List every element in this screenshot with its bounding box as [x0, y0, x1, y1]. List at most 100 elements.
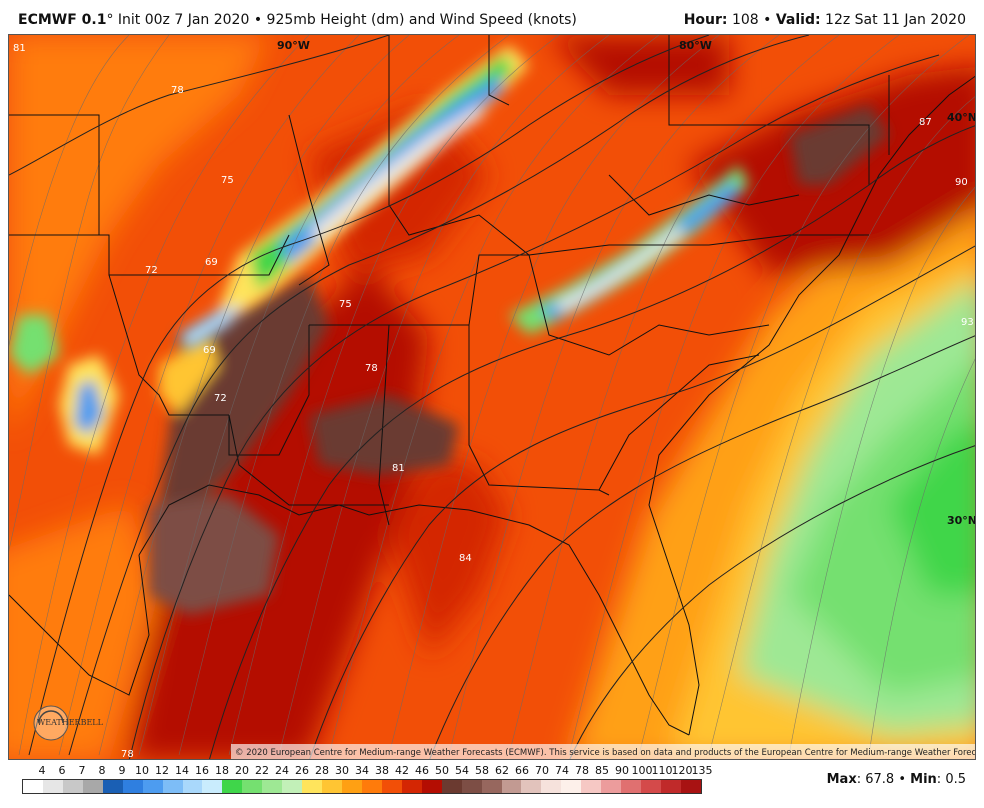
- colorbar-tick-label: 85: [595, 764, 609, 777]
- colorbar-tick-label: 66: [515, 764, 529, 777]
- map-header: ECMWF 0.1° Init 00z 7 Jan 2020 • 925mb H…: [0, 0, 984, 34]
- colorbar-swatch: [202, 780, 223, 793]
- colorbar-swatch: [102, 780, 123, 793]
- colorbar-tick-label: 4: [38, 764, 46, 777]
- colorbar-swatch: [182, 780, 203, 793]
- contour-label-81b: 81: [13, 43, 26, 54]
- colorbar-swatch: [641, 780, 661, 793]
- lat-label-30n: 30°N: [947, 514, 976, 527]
- colorbar-swatch: [421, 780, 442, 793]
- colorbar-tick-label: 54: [455, 764, 469, 777]
- contour-label-78b: 78: [365, 363, 378, 374]
- colorbar-tick-label: 34: [355, 764, 369, 777]
- lon-label-90w: 90°W: [277, 39, 310, 52]
- contour-label-87: 87: [919, 117, 932, 128]
- contour-label-84: 84: [459, 553, 472, 564]
- weather-map: 78 75 72 69 69 72 75 78 81 84 87 90 93 8…: [8, 34, 976, 760]
- colorbar-swatch: [82, 780, 103, 793]
- header-left: ECMWF 0.1° Init 00z 7 Jan 2020 • 925mb H…: [18, 12, 577, 28]
- colorbar-tick-label: 38: [375, 764, 389, 777]
- colorbar-swatch: [461, 780, 482, 793]
- separator-bullet: •: [253, 12, 263, 28]
- contour-label-93: 93: [961, 317, 974, 328]
- colorbar-tick-label: 7: [78, 764, 86, 777]
- colorbar-swatch: [481, 780, 502, 793]
- colorbar-swatch: [501, 780, 522, 793]
- hour-label: Hour:: [683, 12, 728, 28]
- contour-label-72b: 72: [214, 393, 227, 404]
- colorbar-tick-label: 10: [135, 764, 149, 777]
- valid-value: 12z Sat 11 Jan 2020: [825, 12, 966, 28]
- colorbar-tick-label: 22: [255, 764, 269, 777]
- max-label: Max: [826, 772, 857, 787]
- separator-bullet-2: •: [763, 12, 772, 28]
- contour-label-72a: 72: [145, 265, 158, 276]
- colorbar-swatch: [661, 780, 681, 793]
- map-canvas: 78 75 72 69 69 72 75 78 81 84 87 90 93 8…: [9, 35, 976, 760]
- lat-lon-labels: 90°W 80°W 40°N 30°N: [277, 39, 976, 527]
- max-value: 67.8: [865, 772, 895, 787]
- init-time: Init 00z 7 Jan 2020: [117, 12, 250, 28]
- colorbar-swatch: [401, 780, 422, 793]
- colorbar-swatch: [581, 780, 602, 793]
- colorbar-swatch: [122, 780, 143, 793]
- weatherbell-logo: WEATHERBELL: [33, 705, 104, 741]
- colorbar-swatch: [142, 780, 163, 793]
- colorbar-tick-label: 14: [175, 764, 189, 777]
- stats-bullet: •: [898, 772, 906, 787]
- product-name: 925mb Height (dm) and Wind Speed (knots): [266, 12, 577, 28]
- header-right: Hour: 108 • Valid: 12z Sat 11 Jan 2020: [684, 12, 966, 28]
- colorbar-swatch: [222, 780, 243, 793]
- colorbar-tick-label: 24: [275, 764, 289, 777]
- colorbar-swatch: [361, 780, 382, 793]
- contour-label-81a: 81: [392, 463, 405, 474]
- colorbar-tick-label: 78: [575, 764, 589, 777]
- colorbar-tick-label: 135: [691, 764, 713, 777]
- colorbar-tick-label: 18: [215, 764, 229, 777]
- degree-symbol: °: [106, 12, 114, 28]
- lon-label-80w: 80°W: [679, 39, 712, 52]
- colorbar-swatch: [541, 780, 562, 793]
- colorbar-tick-label: 90: [615, 764, 629, 777]
- model-name: ECMWF 0.1: [18, 12, 107, 28]
- colorbar-swatch: [262, 780, 283, 793]
- height-contours: [9, 35, 975, 759]
- colorbar-tick-label: 9: [118, 764, 126, 777]
- colorbar-swatch: [521, 780, 542, 793]
- colorbar-swatch: [601, 780, 622, 793]
- contour-label-90: 90: [955, 177, 968, 188]
- contour-label-78c: 78: [121, 749, 134, 760]
- colorbar-tick-label: 74: [555, 764, 569, 777]
- colorbar-tick-label: 120: [671, 764, 693, 777]
- contour-label-75a: 75: [221, 175, 234, 186]
- colorbar-swatch: [441, 780, 462, 793]
- colorbar-tick-label: 100: [631, 764, 653, 777]
- colorbar-tick-label: 6: [58, 764, 66, 777]
- colorbar-swatch: [282, 780, 303, 793]
- colorbar-swatch: [621, 780, 642, 793]
- colorbar-tick-label: 30: [335, 764, 349, 777]
- contour-labels: 78 75 72 69 69 72 75 78 81 84 87 90 93 8…: [13, 43, 974, 760]
- contour-label-69a: 69: [205, 257, 218, 268]
- colorbar-swatch: [62, 780, 83, 793]
- hour-value: 108: [731, 12, 759, 28]
- colorbar-tick-label: 110: [651, 764, 673, 777]
- colorbar-swatch: [322, 780, 342, 793]
- colorbar-tick-label: 8: [98, 764, 106, 777]
- colorbar-swatch: [302, 780, 323, 793]
- colorbar-swatch: [162, 780, 183, 793]
- colorbar-tick-label: 42: [395, 764, 409, 777]
- colorbar-swatch: [381, 780, 402, 793]
- colorbar-tick-label: 26: [295, 764, 309, 777]
- lat-label-40n: 40°N: [947, 111, 976, 124]
- contour-label-69b: 69: [203, 345, 216, 356]
- max-min-readout: Max: 67.8 • Min: 0.5: [826, 772, 966, 787]
- colorbar-swatch: [42, 780, 63, 793]
- colorbar-swatch: [23, 780, 43, 793]
- colorbar-swatch: [342, 780, 362, 793]
- contour-label-75b: 75: [339, 299, 352, 310]
- streamlines: [9, 35, 975, 756]
- colorbar-tick-label: 70: [535, 764, 549, 777]
- copyright-notice: © 2020 European Centre for Medium-range …: [231, 744, 975, 759]
- coastline: [9, 75, 975, 736]
